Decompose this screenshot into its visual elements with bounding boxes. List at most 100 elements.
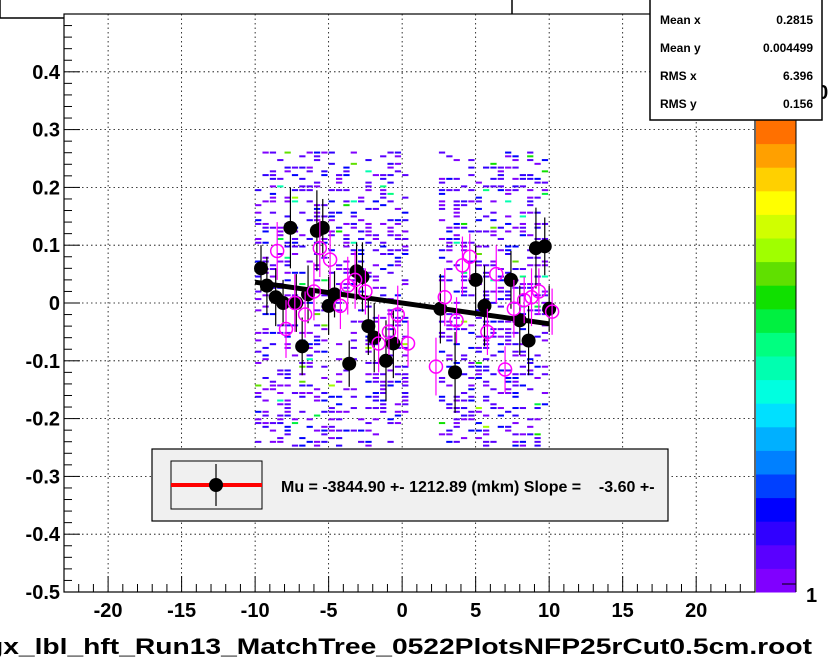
palette-cell-0 xyxy=(756,568,796,593)
hist-cell-688 xyxy=(483,429,490,432)
hist-cell-129 xyxy=(284,170,291,173)
hist-cell-774 xyxy=(505,376,512,379)
filled-point-9 xyxy=(315,220,330,235)
palette-cell-3 xyxy=(756,497,796,522)
hist-cell-303 xyxy=(343,286,350,289)
hist-cell-560 xyxy=(446,335,453,338)
hist-cell-224 xyxy=(313,151,321,154)
hist-cell-75 xyxy=(269,151,277,154)
hist-cell-851 xyxy=(519,215,527,218)
hist-cell-863 xyxy=(527,358,534,361)
hist-cell-635 xyxy=(468,414,475,417)
hist-cell-196 xyxy=(313,444,321,447)
open-point-11 xyxy=(371,336,386,351)
hist-cell-157 xyxy=(299,380,306,383)
hist-cell-901 xyxy=(534,256,541,259)
hist-cell-140 xyxy=(291,253,299,256)
hist-cell-306 xyxy=(343,268,350,271)
hist-cell-856 xyxy=(527,433,534,436)
hist-cell-796 xyxy=(505,166,512,169)
filled-point-0 xyxy=(254,261,269,276)
hist-cell-119 xyxy=(284,271,291,274)
hist-cell-488 xyxy=(394,234,402,237)
hist-cell-461 xyxy=(387,200,394,203)
hist-cell-415 xyxy=(380,392,387,395)
hist-cell-766 xyxy=(497,170,504,173)
hist-cell-735 xyxy=(490,219,497,222)
filled-point-15 xyxy=(361,319,376,334)
hist-cell-679 xyxy=(475,230,482,233)
hist-cell-573 xyxy=(446,226,453,229)
hist-cell-199 xyxy=(313,414,321,417)
hist-cell-426 xyxy=(380,253,387,256)
palette-cell-13 xyxy=(756,261,796,286)
hist-cell-581 xyxy=(453,410,460,413)
hist-cell-169 xyxy=(299,189,306,192)
y-tick-label-4: 0 xyxy=(49,293,60,315)
hist-cell-67 xyxy=(269,211,277,214)
hist-cell-318 xyxy=(343,166,350,169)
hist-cell-380 xyxy=(365,226,372,229)
hist-cell-202 xyxy=(313,388,321,391)
open-point-6 xyxy=(322,252,338,267)
hist-cell-536 xyxy=(438,279,446,282)
hist-cell-94 xyxy=(277,234,284,237)
hist-cell-127 xyxy=(284,200,291,203)
hist-cell-268 xyxy=(328,211,335,214)
hist-cell-830 xyxy=(519,440,527,443)
hist-cell-439 xyxy=(387,422,394,425)
hist-cell-501 xyxy=(402,384,409,387)
hist-cell-844 xyxy=(519,283,527,286)
hist-cell-474 xyxy=(394,365,402,368)
open-point-14 xyxy=(400,336,416,351)
hist-cell-96 xyxy=(277,226,284,229)
hist-cell-98 xyxy=(277,177,284,180)
hist-cell-874 xyxy=(527,204,534,207)
hist-cell-432 xyxy=(380,192,387,195)
hist-cell-570 xyxy=(446,241,453,244)
hist-cell-257 xyxy=(328,395,335,398)
hist-cell-130 xyxy=(284,166,291,169)
hist-cell-530 xyxy=(438,350,446,353)
palette-cell-16 xyxy=(756,190,796,215)
hist-cell-595 xyxy=(453,241,460,244)
hist-cell-630 xyxy=(460,204,468,207)
hist-cell-557 xyxy=(446,358,453,361)
hist-cell-227 xyxy=(321,429,328,432)
open-point-18 xyxy=(455,258,470,273)
hist-cell-194 xyxy=(306,166,313,169)
hist-cell-390 xyxy=(372,407,379,410)
hist-cell-862 xyxy=(527,361,534,364)
hist-cell-498 xyxy=(402,399,409,402)
hist-cell-740 xyxy=(490,166,497,169)
hist-cell-316 xyxy=(343,174,350,177)
hist-cell-754 xyxy=(497,290,504,293)
hist-cell-343 xyxy=(358,440,365,443)
hist-cell-443 xyxy=(387,369,394,372)
hist-cell-448 xyxy=(387,328,394,331)
hist-cell-356 xyxy=(358,219,365,222)
hist-cell-59 xyxy=(269,331,277,334)
hist-cell-608 xyxy=(460,437,468,440)
hist-cell-399 xyxy=(372,320,379,323)
hist-cell-83 xyxy=(277,392,284,395)
hist-cell-600 xyxy=(453,215,460,218)
hist-cell-201 xyxy=(313,395,321,398)
hist-cell-30 xyxy=(262,376,269,379)
open-point-7 xyxy=(333,298,348,314)
filled-point-19 xyxy=(433,301,448,316)
hist-cell-52 xyxy=(269,440,277,443)
hist-cell-402 xyxy=(372,279,379,282)
hist-cell-252 xyxy=(328,429,335,432)
hist-cell-78 xyxy=(277,422,284,425)
hist-cell-873 xyxy=(527,211,534,214)
hist-cell-634 xyxy=(468,418,475,421)
hist-cell-23 xyxy=(255,189,262,192)
hist-cell-895 xyxy=(534,309,541,312)
hist-cell-25 xyxy=(262,422,269,425)
hist-cell-823 xyxy=(512,189,519,192)
hist-cell-241 xyxy=(321,279,328,282)
hist-cell-722 xyxy=(490,354,497,357)
hist-cell-689 xyxy=(483,425,490,428)
y-tick-label-6: -0.2 xyxy=(26,409,60,431)
